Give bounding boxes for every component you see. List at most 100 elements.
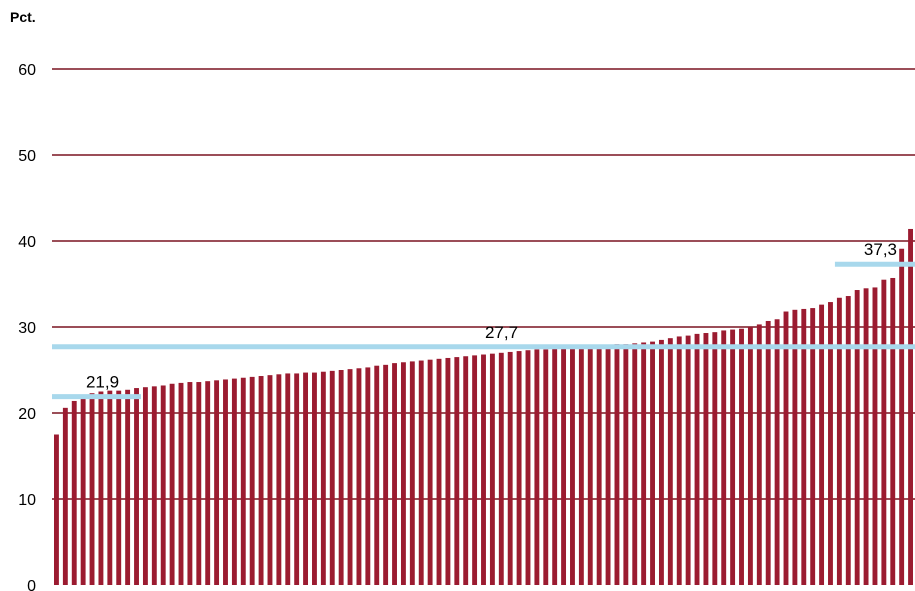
- bar-16: [187, 382, 193, 585]
- bar-87: [819, 304, 825, 585]
- bar-5: [89, 393, 95, 585]
- y-tick-label-40: 40: [18, 234, 36, 251]
- bar-36: [365, 367, 371, 585]
- y-unit-label: Pct.: [10, 9, 36, 25]
- bar-60: [578, 346, 584, 585]
- bar-26: [276, 374, 282, 585]
- bar-41: [409, 361, 415, 585]
- bar-18: [205, 381, 211, 585]
- reference-label-2: 27,7: [485, 323, 518, 342]
- bar-83: [783, 311, 789, 585]
- bar-45: [445, 357, 451, 585]
- bar-52: [507, 351, 513, 585]
- bar-46: [454, 357, 460, 585]
- bar-17: [196, 382, 202, 585]
- bar-2: [62, 407, 68, 585]
- reference-lines: 21,9 27,7 37,3: [52, 240, 915, 400]
- bar-67: [641, 342, 647, 585]
- bar-91: [854, 290, 860, 585]
- bar-68: [650, 341, 655, 585]
- bar-6: [98, 391, 104, 585]
- bars: [54, 228, 913, 586]
- bar-88: [828, 302, 833, 585]
- y-axis-tick-labels: 0 10 20 30 40 50 60: [18, 62, 36, 591]
- bar-56: [543, 349, 549, 585]
- bar-73: [694, 333, 700, 585]
- gridlines: [52, 68, 915, 500]
- bar-71: [676, 336, 682, 585]
- bar-27: [285, 373, 291, 585]
- bar-51: [498, 352, 504, 585]
- bar-20: [223, 379, 228, 585]
- bar-92: [863, 288, 869, 585]
- bar-66: [632, 343, 638, 585]
- bar-15: [178, 382, 184, 585]
- bar-12: [151, 386, 157, 585]
- bar-90: [845, 296, 851, 585]
- bar-89: [836, 297, 842, 585]
- bar-65: [623, 344, 629, 585]
- bar-61: [587, 345, 593, 585]
- bar-57: [552, 348, 558, 585]
- bar-62: [596, 345, 602, 585]
- reference-label-1: 21,9: [86, 373, 119, 392]
- bar-82: [774, 319, 780, 585]
- bar-93: [872, 287, 878, 585]
- bar-32: [329, 370, 335, 585]
- bar-1: [54, 434, 59, 585]
- y-tick-label-50: 50: [18, 148, 36, 165]
- bar-70: [667, 338, 673, 585]
- bar-3: [71, 400, 77, 585]
- bar-42: [418, 360, 424, 585]
- bar-75: [712, 332, 718, 585]
- bar-55: [534, 349, 540, 585]
- bar-24: [258, 376, 264, 585]
- bar-13: [160, 385, 166, 585]
- reference-label-3: 37,3: [864, 240, 897, 259]
- bar-19: [214, 380, 220, 585]
- bar-54: [525, 350, 531, 585]
- bar-80: [756, 324, 762, 585]
- bar-35: [356, 368, 362, 585]
- bar-11: [142, 387, 148, 585]
- bar-94: [881, 279, 887, 585]
- bar-7: [107, 390, 113, 585]
- bar-33: [338, 370, 344, 585]
- y-tick-label-0: 0: [27, 578, 36, 591]
- bar-21: [231, 378, 237, 585]
- bar-58: [561, 347, 567, 585]
- bar-86: [810, 308, 816, 585]
- bar-69: [658, 339, 664, 585]
- bar-34: [347, 369, 353, 585]
- bar-8: [116, 390, 122, 585]
- bar-76: [721, 330, 727, 585]
- bar-95: [890, 277, 896, 585]
- bar-84: [792, 309, 798, 585]
- y-tick-label-10: 10: [18, 492, 36, 509]
- bar-44: [436, 358, 442, 585]
- bar-30: [312, 372, 317, 585]
- bar-38: [383, 364, 389, 585]
- bar-81: [765, 320, 771, 585]
- bar-77: [730, 329, 736, 585]
- bar-14: [169, 383, 175, 585]
- bar-29: [303, 372, 309, 585]
- bar-23: [249, 376, 255, 585]
- bar-97: [908, 228, 913, 585]
- bar-9: [125, 389, 131, 585]
- bar-39: [392, 363, 397, 585]
- bar-22: [240, 377, 246, 585]
- bar-28: [294, 373, 300, 585]
- bar-40: [400, 362, 406, 585]
- bar-79: [747, 327, 753, 585]
- bar-53: [516, 351, 522, 585]
- y-tick-label-60: 60: [18, 62, 36, 79]
- bar-85: [801, 308, 807, 585]
- bar-48: [472, 355, 478, 585]
- bar-64: [614, 344, 620, 585]
- y-tick-label-30: 30: [18, 320, 36, 337]
- bar-50: [489, 353, 495, 585]
- bar-4: [80, 396, 86, 585]
- bar-43: [427, 359, 433, 585]
